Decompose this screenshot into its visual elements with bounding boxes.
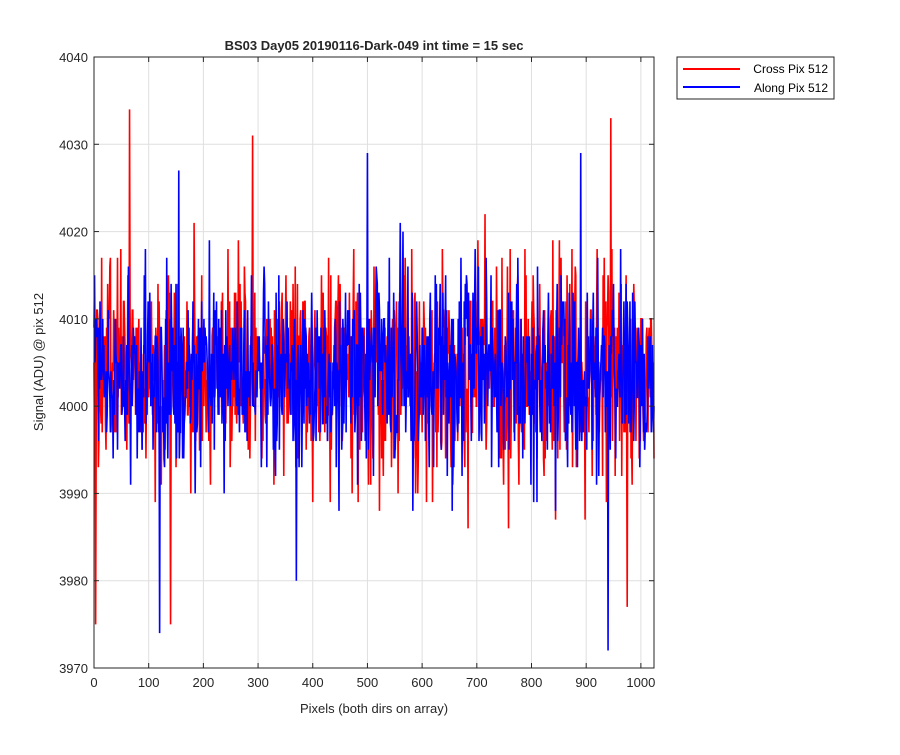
y-tick-label: 4040 xyxy=(59,50,88,65)
x-tick-label: 700 xyxy=(466,675,488,690)
y-tick-label: 3980 xyxy=(59,574,88,589)
x-axis-label: Pixels (both dirs on array) xyxy=(300,701,448,716)
x-tick-label: 900 xyxy=(575,675,597,690)
x-tick-label: 500 xyxy=(357,675,379,690)
x-tick-label: 300 xyxy=(247,675,269,690)
legend: Cross Pix 512 Along Pix 512 xyxy=(676,56,835,100)
y-tick-label: 4000 xyxy=(59,399,88,414)
y-axis-label: Signal (ADU) @ pix 512 xyxy=(31,293,46,431)
x-tick-label: 200 xyxy=(193,675,215,690)
y-tick-label: 3990 xyxy=(59,486,88,501)
series-layer xyxy=(93,109,655,651)
ticks: 0 100 200 300 400 500 600 700 800 900 1000 3970 3980… xyxy=(59,50,655,690)
y-tick-label: 4010 xyxy=(59,312,88,327)
chart-title: BS03 Day05 20190116-Dark-049 int time = … xyxy=(225,38,524,53)
x-tick-label: 100 xyxy=(138,675,160,690)
legend-box xyxy=(676,56,835,100)
x-tick-label: 0 xyxy=(90,675,97,690)
legend-label-along: Along Pix 512 xyxy=(754,81,828,95)
x-tick-label: 400 xyxy=(302,675,324,690)
series-line-along-pix-512 xyxy=(93,153,655,651)
x-tick-label: 800 xyxy=(521,675,543,690)
y-tick-label: 3970 xyxy=(59,661,88,676)
x-tick-label: 600 xyxy=(411,675,433,690)
axes-box xyxy=(93,56,655,669)
x-tick-label: 1000 xyxy=(626,675,655,690)
legend-label-cross: Cross Pix 512 xyxy=(753,62,828,76)
y-tick-label: 4030 xyxy=(59,137,88,152)
y-tick-label: 4020 xyxy=(59,225,88,240)
